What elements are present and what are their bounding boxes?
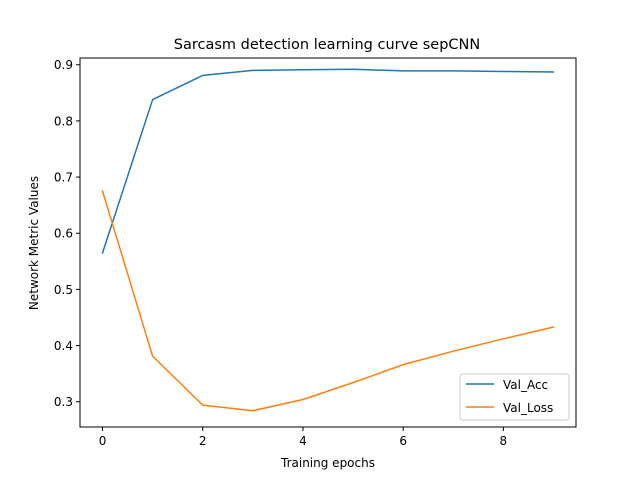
x-tick-label: 4 [299,434,307,448]
y-tick-label: 0.5 [54,283,73,297]
y-tick-label: 0.9 [54,58,73,72]
y-axis-title: Network Metric Values [27,176,41,310]
chart-legend: Val_Acc Val_Loss [460,374,569,420]
y-tick-label: 0.6 [54,227,73,241]
y-tick-label: 0.8 [54,114,73,128]
x-tick-label: 6 [399,434,407,448]
x-tick-label: 8 [500,434,508,448]
x-tick-label: 0 [99,434,107,448]
y-tick-label: 0.4 [54,339,73,353]
legend-label-val-acc: Val_Acc [503,378,548,392]
chart-title: Sarcasm detection learning curve sepCNN [174,37,480,53]
x-tick-label: 2 [199,434,207,448]
x-axis-title: Training epochs [280,456,375,470]
y-tick-label: 0.7 [54,171,73,185]
legend-label-val-loss: Val_Loss [503,401,553,415]
y-tick-label: 0.3 [54,395,73,409]
